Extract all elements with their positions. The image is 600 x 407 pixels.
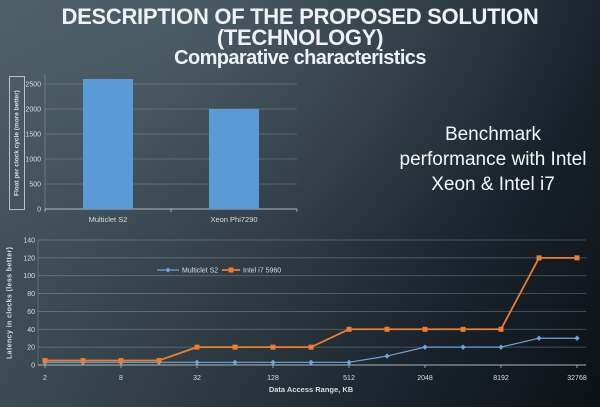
marker-square <box>42 358 48 364</box>
bar-chart-ytick-label: 1500 <box>25 132 41 139</box>
marker-diamond <box>422 344 428 350</box>
marker-square <box>156 358 162 364</box>
marker-square <box>194 344 200 350</box>
bar-chart-ytick-label: 1000 <box>25 157 41 164</box>
series-line-multiclet-s2 <box>45 337 577 363</box>
marker-square <box>270 344 276 350</box>
line-chart-xtick-label: 2048 <box>417 375 433 382</box>
line-chart-ytick-label: 0 <box>31 363 35 370</box>
benchmark-note-line-1: Benchmark <box>444 124 542 145</box>
bar-chart-ytick-label: 0 <box>37 207 41 214</box>
marker-square <box>80 358 86 364</box>
marker-diamond <box>346 359 352 366</box>
title-line-1: DESCRIPTION OF THE PROPOSED SOLUTION <box>61 4 539 29</box>
marker-diamond <box>498 344 504 350</box>
marker-square <box>232 344 238 350</box>
benchmark-note-line-3: Xeon & Intel i7 <box>431 174 555 195</box>
bar-chart-ytick-label: 2500 <box>25 82 41 89</box>
line-chart-xtick-label: 32 <box>193 375 201 382</box>
marker-diamond <box>270 359 276 366</box>
line-chart-ytick-label: 100 <box>23 273 35 280</box>
bar-chart-ytick-label: 2000 <box>25 107 41 114</box>
line-chart-xtick-label: 2 <box>43 375 47 382</box>
line-chart-ytick-label: 140 <box>23 238 35 245</box>
line-chart-x-axis-label: Data Access Range, KB <box>268 385 354 394</box>
marker-diamond <box>194 359 200 366</box>
marker-diamond <box>384 353 390 359</box>
line-chart-xtick-label: 8192 <box>493 375 509 382</box>
slide-subtitle: Comparative characteristics <box>174 47 426 69</box>
line-chart-xtick-label: 8 <box>119 375 123 382</box>
marker-square <box>118 358 124 364</box>
marker-diamond <box>232 359 238 366</box>
benchmark-note-line-2: performance with Intel <box>399 149 587 170</box>
slide-title: DESCRIPTION OF THE PROPOSED SOLUTION (TE… <box>0 4 600 50</box>
line-chart-ytick-label: 20 <box>27 345 35 352</box>
bar-chart: 0 500 1000 1500 2000 2500 Multiclet S2 Xeon Phi… <box>25 74 298 224</box>
marker-square <box>422 326 428 332</box>
marker-square <box>574 255 580 261</box>
marker-square <box>460 326 466 332</box>
marker-diamond <box>308 359 314 366</box>
line-chart-ytick-label: 60 <box>27 309 35 316</box>
legend-marker-square <box>228 267 234 273</box>
marker-square <box>308 344 314 350</box>
marker-diamond <box>574 335 580 341</box>
marker-square <box>498 326 504 332</box>
bar-multiclet-s2 <box>83 79 133 209</box>
marker-square <box>384 326 390 332</box>
marker-square <box>346 326 352 332</box>
line-chart-xtick-label: 128 <box>267 375 279 382</box>
line-chart-xtick-label: 512 <box>343 375 355 382</box>
bar-xeon-phi7290 <box>209 109 259 209</box>
marker-square <box>536 255 542 261</box>
marker-diamond <box>536 335 542 341</box>
marker-diamond <box>460 344 466 350</box>
benchmark-note: Benchmark performance with Intel Xeon & … <box>388 122 598 197</box>
legend-label-multiclet-s2: Multiclet S2 <box>182 268 218 275</box>
line-chart-xtick-label: 32768 <box>567 375 587 382</box>
bar-chart-category-label: Xeon Phi7290 <box>210 215 257 224</box>
line-chart-ytick-label: 120 <box>23 255 35 262</box>
line-chart-ytick-label: 80 <box>27 291 35 298</box>
bar-chart-ytick-label: 500 <box>29 182 41 189</box>
line-chart-ytick-label: 40 <box>27 327 35 334</box>
legend-marker-diamond <box>165 267 171 273</box>
line-chart: 0 20 40 60 80 100 120 140 2 8 32 128 512 2048 8192 3276… <box>23 238 587 383</box>
legend-label-intel-i7-5960: Intel i7 5960 <box>243 268 281 275</box>
bar-chart-category-label: Multiclet S2 <box>89 215 128 224</box>
title-line-2: (TECHNOLOGY) <box>216 25 384 50</box>
